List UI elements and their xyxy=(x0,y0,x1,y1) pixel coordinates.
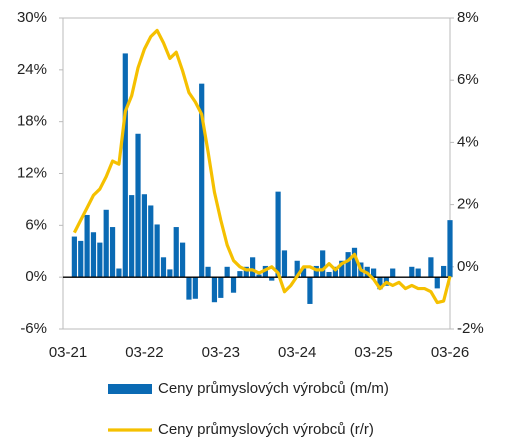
bar xyxy=(415,268,421,278)
bar xyxy=(300,268,307,278)
y-tick-label: 18% xyxy=(17,113,47,130)
bar xyxy=(237,271,243,278)
y-tick-label: -6% xyxy=(20,320,47,337)
bar xyxy=(345,252,351,278)
bar xyxy=(390,268,396,278)
y2-tick-label: 8% xyxy=(457,9,479,26)
y2-tick-label: 6% xyxy=(457,71,479,88)
bar xyxy=(256,274,262,278)
bar xyxy=(351,247,358,278)
bar xyxy=(211,277,218,303)
bar xyxy=(447,220,453,278)
bar xyxy=(205,266,211,278)
bar xyxy=(135,133,141,278)
x-tick-label: 03-26 xyxy=(431,344,469,361)
bar xyxy=(148,205,154,278)
bar xyxy=(313,265,319,278)
bar xyxy=(122,53,128,278)
y2-tick-label: 4% xyxy=(457,133,479,150)
legend-label: Ceny průmyslových výrobců (r/r) xyxy=(158,421,374,438)
bar xyxy=(281,250,288,278)
y2-tick-label: -2% xyxy=(457,320,484,337)
y2-tick-label: 2% xyxy=(457,196,479,213)
bar xyxy=(160,257,167,278)
x-tick-label: 03-23 xyxy=(202,344,240,361)
bar xyxy=(192,277,198,299)
bar xyxy=(71,236,77,278)
y2-tick-label: 0% xyxy=(457,258,479,275)
x-tick-label: 03-25 xyxy=(354,344,392,361)
bar xyxy=(173,227,179,278)
bar xyxy=(78,240,84,278)
bar xyxy=(250,257,256,278)
bar xyxy=(332,266,338,278)
y-tick-label: 30% xyxy=(17,9,47,26)
y-tick-label: 12% xyxy=(17,164,47,181)
bar xyxy=(116,268,122,278)
bar xyxy=(371,268,377,278)
y-tick-label: 6% xyxy=(25,216,47,233)
bar xyxy=(218,277,224,298)
y-tick-label: 24% xyxy=(17,61,47,78)
plot-frame xyxy=(62,17,451,330)
bar xyxy=(109,227,116,278)
legend-label: Ceny průmyslových výrobců (m/m) xyxy=(158,380,389,397)
bar xyxy=(90,232,97,278)
bar xyxy=(243,266,249,278)
bar xyxy=(129,195,135,278)
bar xyxy=(97,242,103,278)
bar xyxy=(441,265,447,278)
bar xyxy=(339,260,345,278)
bar xyxy=(186,277,192,300)
bar xyxy=(307,277,313,304)
bar xyxy=(154,224,160,278)
bar xyxy=(428,257,434,278)
bar xyxy=(377,277,383,290)
x-tick-label: 03-24 xyxy=(278,344,316,361)
bar xyxy=(409,266,415,278)
bar xyxy=(180,242,186,278)
x-tick-label: 03-21 xyxy=(49,344,87,361)
line xyxy=(72,28,452,305)
bar xyxy=(320,250,326,278)
bar xyxy=(224,266,230,278)
bar xyxy=(269,277,275,281)
bar xyxy=(103,209,109,278)
bar xyxy=(141,194,147,278)
y-tick-label: 0% xyxy=(25,268,47,285)
x-tick-label: 03-22 xyxy=(125,344,163,361)
bar xyxy=(230,277,237,293)
bar xyxy=(294,260,300,278)
legend-swatch xyxy=(108,384,152,394)
bar xyxy=(199,83,205,278)
bar xyxy=(434,277,440,289)
bar xyxy=(167,269,173,278)
bar xyxy=(326,271,332,278)
bar xyxy=(84,214,90,278)
bar xyxy=(275,191,281,278)
